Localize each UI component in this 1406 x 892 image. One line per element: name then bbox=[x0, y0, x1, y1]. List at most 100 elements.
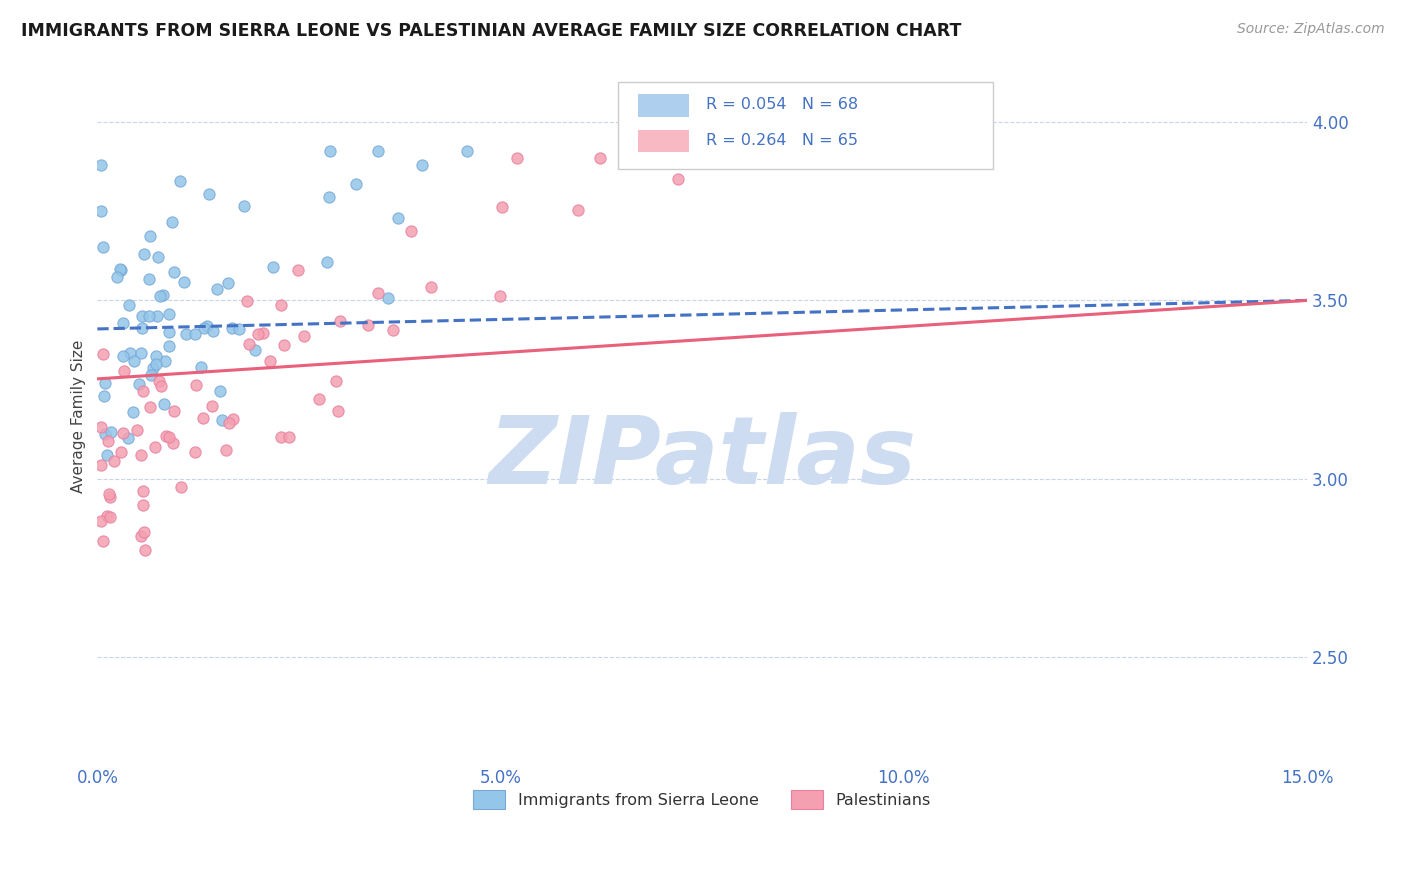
Point bbox=[169, 174, 191, 188]
Point bbox=[94, 376, 117, 390]
Point bbox=[238, 337, 260, 351]
Point bbox=[132, 484, 155, 499]
Point bbox=[273, 338, 295, 352]
Point bbox=[97, 434, 120, 448]
Point bbox=[160, 215, 183, 229]
Point bbox=[197, 187, 219, 202]
Point bbox=[129, 448, 152, 462]
Point bbox=[125, 423, 148, 437]
Point bbox=[236, 294, 259, 309]
Point bbox=[328, 403, 350, 417]
Point bbox=[201, 399, 224, 413]
Point bbox=[228, 322, 250, 336]
Point bbox=[193, 321, 215, 335]
Y-axis label: Average Family Size: Average Family Size bbox=[72, 340, 86, 493]
Point bbox=[153, 397, 176, 411]
Point bbox=[163, 265, 186, 279]
Point bbox=[111, 425, 134, 440]
Point bbox=[367, 286, 389, 301]
Text: Source: ZipAtlas.com: Source: ZipAtlas.com bbox=[1237, 22, 1385, 37]
Point bbox=[117, 431, 139, 445]
Point bbox=[93, 427, 115, 442]
Point bbox=[138, 400, 160, 414]
Point bbox=[103, 454, 125, 468]
Point bbox=[222, 411, 245, 425]
Legend: Immigrants from Sierra Leone, Palestinians: Immigrants from Sierra Leone, Palestinia… bbox=[467, 784, 938, 815]
Point bbox=[259, 354, 281, 368]
Text: IMMIGRANTS FROM SIERRA LEONE VS PALESTINIAN AVERAGE FAMILY SIZE CORRELATION CHAR: IMMIGRANTS FROM SIERRA LEONE VS PALESTIN… bbox=[21, 22, 962, 40]
Point bbox=[173, 275, 195, 289]
Point bbox=[120, 346, 142, 360]
Point bbox=[205, 282, 228, 296]
Point bbox=[387, 211, 409, 225]
Point bbox=[108, 261, 131, 276]
Point bbox=[155, 428, 177, 442]
Point bbox=[588, 151, 610, 165]
Point bbox=[191, 411, 214, 425]
Point bbox=[217, 276, 239, 290]
Point bbox=[91, 240, 114, 254]
Point bbox=[145, 349, 167, 363]
Point bbox=[506, 151, 529, 165]
Point bbox=[214, 443, 236, 458]
Point bbox=[131, 384, 153, 398]
Point bbox=[420, 280, 443, 294]
Point bbox=[90, 420, 112, 434]
Point bbox=[153, 354, 176, 368]
Point bbox=[138, 272, 160, 286]
Point bbox=[315, 255, 337, 269]
Point bbox=[170, 480, 193, 494]
Point bbox=[112, 349, 135, 363]
Point bbox=[489, 289, 512, 303]
Point bbox=[197, 319, 219, 334]
Point bbox=[183, 327, 205, 342]
Bar bbox=[638, 95, 689, 117]
Point bbox=[98, 510, 121, 524]
Text: R = 0.054   N = 68: R = 0.054 N = 68 bbox=[706, 97, 858, 112]
Point bbox=[138, 309, 160, 323]
Point bbox=[218, 416, 240, 430]
Point bbox=[221, 321, 243, 335]
Point bbox=[148, 250, 170, 264]
Point bbox=[91, 346, 114, 360]
Point bbox=[157, 307, 180, 321]
Point bbox=[129, 529, 152, 543]
Point bbox=[122, 405, 145, 419]
Point bbox=[325, 374, 347, 388]
Point bbox=[270, 298, 292, 312]
Point bbox=[209, 384, 232, 398]
Point bbox=[377, 291, 399, 305]
FancyBboxPatch shape bbox=[617, 82, 993, 169]
Point bbox=[232, 198, 254, 212]
Point bbox=[98, 491, 121, 505]
Point bbox=[162, 435, 184, 450]
Point bbox=[190, 359, 212, 374]
Point bbox=[91, 533, 114, 548]
Point bbox=[201, 324, 224, 338]
Point bbox=[184, 445, 207, 459]
Point bbox=[149, 289, 172, 303]
Point bbox=[145, 357, 167, 371]
Point bbox=[97, 487, 120, 501]
Point bbox=[117, 298, 139, 312]
Point bbox=[399, 224, 422, 238]
Point bbox=[141, 368, 163, 382]
Point bbox=[90, 158, 112, 172]
Point bbox=[128, 376, 150, 391]
Point bbox=[381, 323, 404, 337]
Point bbox=[122, 354, 145, 368]
Point bbox=[287, 263, 309, 277]
Point bbox=[411, 158, 433, 172]
Point bbox=[143, 441, 166, 455]
Point bbox=[318, 190, 340, 204]
Point bbox=[186, 377, 208, 392]
Point bbox=[456, 144, 478, 158]
Point bbox=[93, 389, 115, 403]
Point bbox=[96, 509, 118, 524]
Point bbox=[134, 543, 156, 558]
Point bbox=[142, 360, 165, 375]
Bar bbox=[638, 129, 689, 152]
Point bbox=[105, 270, 128, 285]
Text: R = 0.264   N = 65: R = 0.264 N = 65 bbox=[706, 134, 858, 148]
Point bbox=[329, 313, 352, 327]
